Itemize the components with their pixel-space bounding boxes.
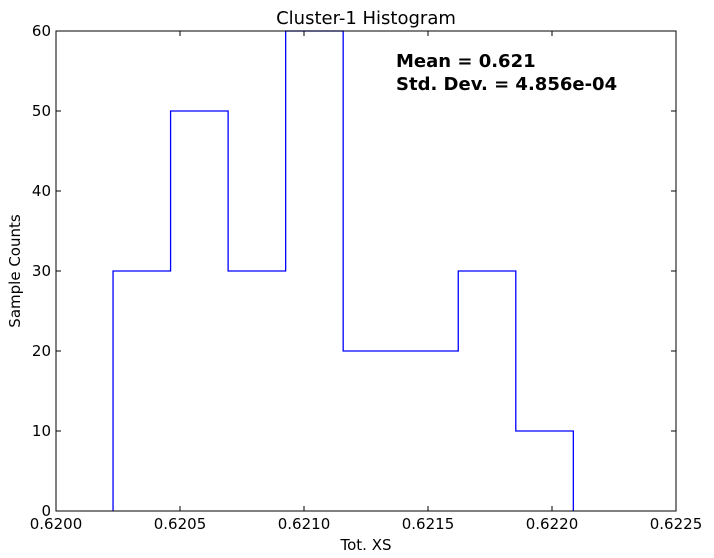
std-dev-annotation: Std. Dev. = 4.856e-04 [396, 74, 617, 95]
x-tick-label: 0.6200 [30, 515, 83, 533]
histogram-step-series [112, 30, 574, 511]
plot-area: 0.6200 0.6205 0.6210 0.6215 0.6220 0.6225 0 10 2… [30, 22, 703, 533]
y-tick-label: 60 [32, 22, 51, 40]
y-tick-label: 40 [32, 182, 51, 200]
mean-annotation: Mean = 0.621 [396, 51, 536, 72]
y-axis-label: Sample Counts [6, 214, 24, 328]
y-tick-label: 50 [32, 102, 51, 120]
histogram-bin [286, 31, 344, 511]
x-tick-label: 0.6205 [154, 515, 207, 533]
chart-title: Cluster-1 Histogram [276, 8, 456, 29]
y-tick-label: 20 [32, 342, 51, 360]
histogram-bin [343, 351, 401, 511]
x-tick-label: 0.6215 [402, 515, 455, 533]
histogram-bin [113, 271, 171, 511]
x-tick-label: 0.6225 [650, 515, 703, 533]
histogram-bin [458, 271, 516, 511]
histogram-bin [171, 111, 229, 511]
y-tick-label: 10 [32, 422, 51, 440]
histogram-bin [516, 431, 574, 511]
histogram-bin [228, 271, 286, 511]
y-tick-label: 0 [41, 502, 51, 520]
histogram-bin [401, 351, 459, 511]
x-axis-label: Tot. XS [339, 536, 391, 554]
x-tick-label: 0.6220 [526, 515, 579, 533]
x-tick-label: 0.6210 [278, 515, 331, 533]
y-tick-label: 30 [32, 262, 51, 280]
